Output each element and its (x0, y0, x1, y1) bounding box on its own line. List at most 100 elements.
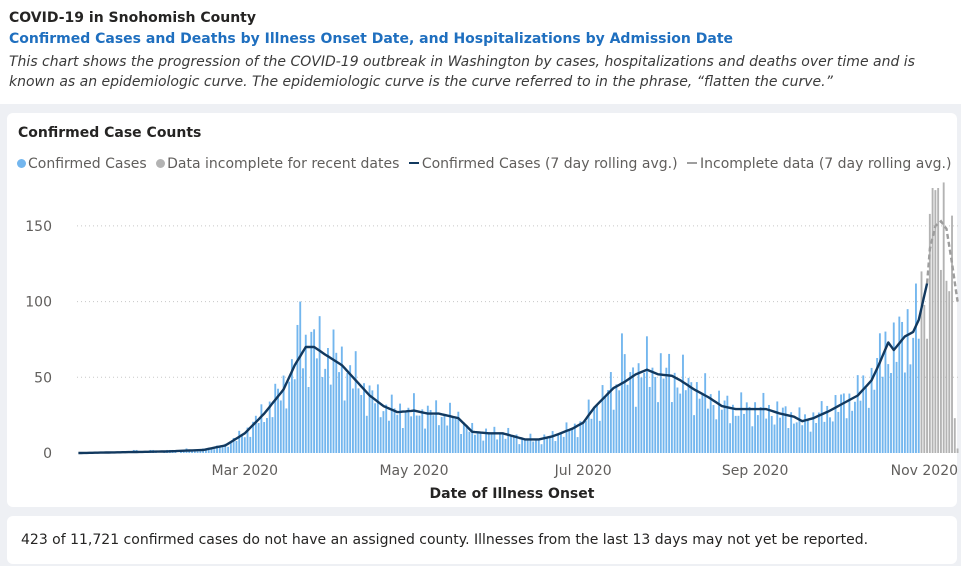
case-bar (762, 392, 765, 453)
case-bar (948, 291, 951, 453)
case-bar (346, 373, 349, 453)
x-tick-label: May 2020 (379, 463, 448, 479)
case-bar (424, 428, 426, 453)
case-bar (213, 449, 216, 453)
case-bar (363, 383, 365, 453)
case-bar (632, 367, 634, 453)
case-bar (809, 431, 812, 453)
case-bar (368, 385, 371, 453)
case-bar (268, 401, 271, 453)
case-bar (546, 437, 549, 453)
case-bar (218, 445, 221, 453)
case-bar (429, 409, 432, 453)
case-bar (621, 333, 623, 453)
case-bar (898, 316, 901, 453)
case-bar (485, 428, 487, 453)
case-bar (601, 385, 604, 453)
case-bar (795, 422, 798, 453)
case-bar (912, 337, 915, 453)
case-bar (668, 353, 671, 453)
case-bar (609, 372, 612, 453)
case-bar (670, 402, 673, 453)
case-bar (318, 316, 321, 453)
case-bar (537, 439, 540, 453)
case-bar (643, 372, 646, 453)
case-bar (854, 401, 856, 453)
case-bar (446, 425, 449, 453)
case-bar (806, 419, 809, 453)
case-bar (618, 390, 621, 453)
case-bar (659, 353, 662, 453)
case-bar (773, 424, 776, 453)
case-bar (496, 439, 499, 453)
case-bar (690, 382, 693, 453)
case-bar (557, 434, 560, 453)
case-bar (903, 372, 906, 453)
y-tick-label: 150 (25, 219, 52, 235)
case-bar (676, 387, 679, 453)
case-bar (895, 361, 898, 453)
case-bar (562, 436, 565, 453)
case-bar (526, 440, 529, 453)
case-bar (351, 388, 354, 453)
case-bar (726, 395, 729, 453)
case-bar (831, 421, 834, 453)
case-bar (878, 333, 881, 453)
case-bar (842, 393, 845, 453)
case-bar (939, 269, 942, 453)
case-bar (465, 425, 468, 453)
case-bar (560, 433, 562, 453)
case-bar (887, 364, 890, 453)
case-bar (487, 432, 490, 453)
case-bar (607, 389, 610, 453)
case-bar (892, 322, 895, 453)
case-bar (457, 411, 460, 453)
case-bar (523, 439, 526, 453)
case-bar (915, 283, 917, 453)
case-bar (684, 390, 687, 453)
y-tick-label: 100 (25, 295, 52, 311)
case-bar (695, 382, 698, 453)
bars (130, 182, 959, 453)
case-bar (401, 428, 404, 453)
case-bar (701, 393, 704, 453)
case-bar (460, 434, 463, 453)
case-bar (917, 338, 920, 453)
case-bar (365, 415, 368, 453)
case-bar (246, 427, 249, 453)
case-bar (845, 418, 848, 453)
x-tick-label: Jul 2020 (554, 463, 612, 479)
case-bar (734, 415, 737, 453)
case-bar (840, 394, 843, 453)
chart-description: This chart shows the progression of the … (9, 54, 915, 90)
legend-label: Incomplete data (7 day rolling avg.) (700, 156, 952, 172)
chart-title: Confirmed Case Counts (18, 125, 202, 141)
case-bar (704, 373, 707, 453)
case-bar (598, 420, 601, 453)
case-bar (382, 411, 385, 453)
case-bar (468, 431, 471, 453)
case-bar (343, 400, 346, 453)
case-bar (451, 415, 454, 453)
case-bar (723, 400, 726, 453)
case-bar (504, 438, 507, 453)
legend-item-confirmed[interactable]: Confirmed Cases (17, 156, 147, 172)
case-bar (817, 412, 820, 453)
case-bar (290, 359, 293, 453)
case-bar (623, 354, 626, 453)
case-bar (315, 358, 318, 453)
legend-item-incomplete[interactable]: Data incomplete for recent dates (156, 156, 399, 172)
case-bar (654, 376, 657, 453)
case-bar (568, 430, 571, 453)
case-bar (573, 423, 576, 453)
case-bar (271, 417, 274, 453)
legend-item-incomplete-rolling[interactable]: Incomplete data (7 day rolling avg.) (687, 156, 951, 172)
case-bar (881, 376, 884, 453)
legend-item-rolling[interactable]: Confirmed Cases (7 day rolling avg.) (408, 156, 678, 172)
case-bar (740, 392, 743, 453)
legend-label: Confirmed Cases (7 day rolling avg.) (421, 156, 678, 172)
case-bar (180, 451, 182, 453)
case-bar (934, 190, 937, 453)
case-bar (510, 435, 512, 453)
case-bar (829, 417, 831, 453)
